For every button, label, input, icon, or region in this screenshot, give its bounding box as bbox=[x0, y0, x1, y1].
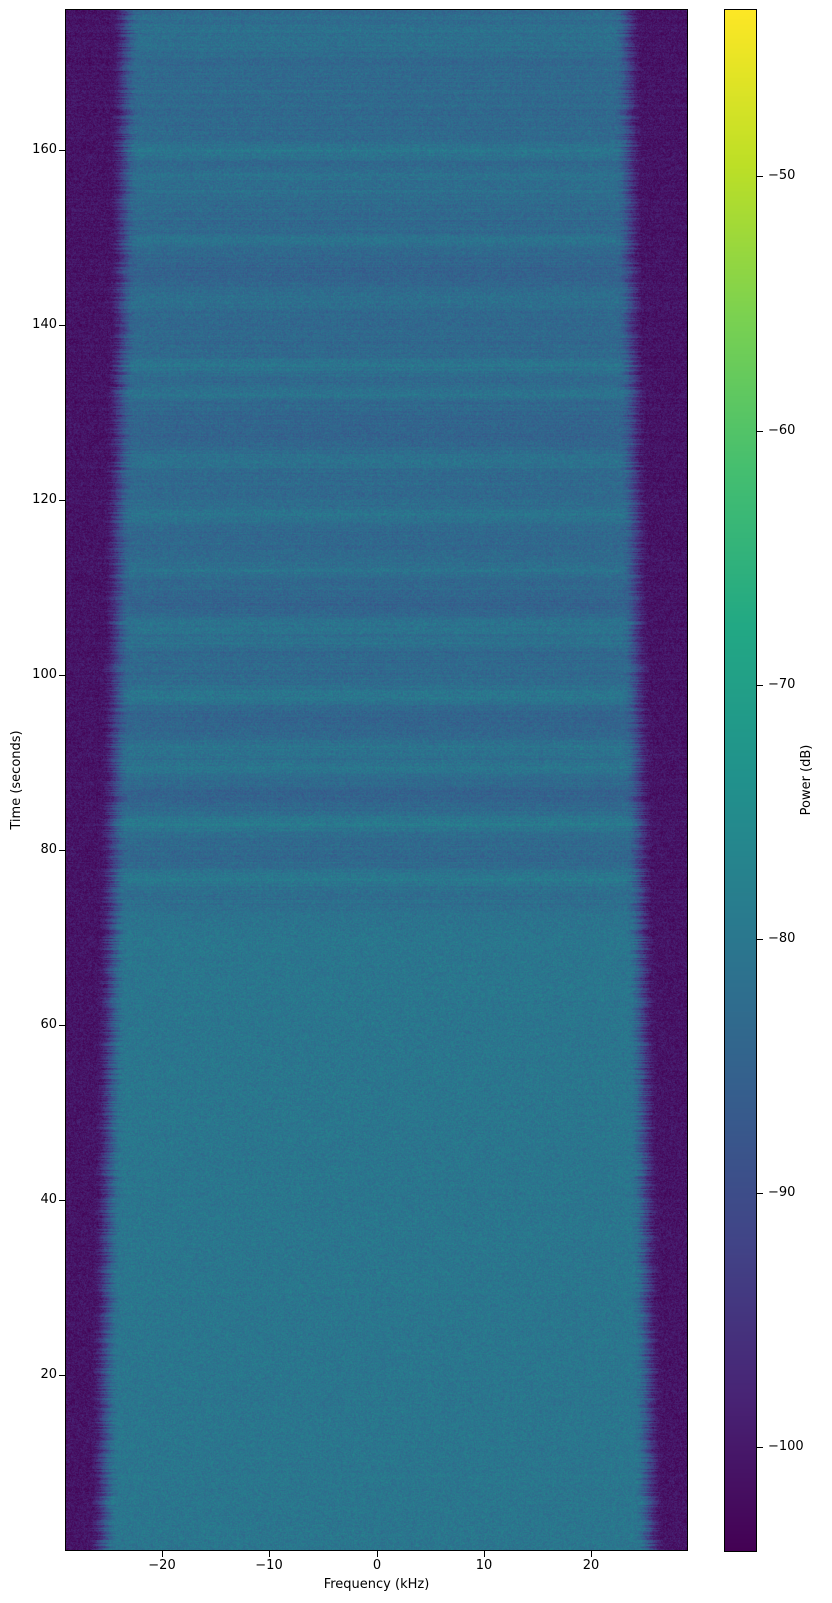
spectrogram-heatmap-image bbox=[65, 9, 688, 1551]
y-tick-label: 120 bbox=[32, 492, 57, 507]
y-tick-mark bbox=[59, 675, 65, 676]
colorbar-tick-label: −100 bbox=[768, 1439, 804, 1454]
colorbar-gradient bbox=[724, 9, 757, 1552]
colorbar-tick-label: −70 bbox=[768, 677, 796, 692]
colorbar-tick-mark bbox=[757, 431, 763, 432]
colorbar-tick-label: −60 bbox=[768, 423, 796, 438]
x-tick-mark bbox=[377, 1551, 378, 1557]
y-axis-label: Time (seconds) bbox=[9, 730, 24, 830]
y-tick-mark bbox=[59, 1375, 65, 1376]
x-tick-mark bbox=[591, 1551, 592, 1557]
y-tick-mark bbox=[59, 1025, 65, 1026]
colorbar-tick-mark bbox=[757, 176, 763, 177]
x-tick-label: −20 bbox=[148, 1558, 176, 1573]
y-tick-mark bbox=[59, 500, 65, 501]
y-tick-label: 60 bbox=[40, 1017, 57, 1032]
y-tick-mark bbox=[59, 850, 65, 851]
x-tick-mark bbox=[162, 1551, 163, 1557]
colorbar-tick-mark bbox=[757, 939, 763, 940]
x-tick-label: −10 bbox=[255, 1558, 283, 1573]
y-tick-label: 160 bbox=[32, 142, 57, 157]
y-tick-label: 20 bbox=[40, 1367, 57, 1382]
x-tick-label: 10 bbox=[475, 1558, 493, 1573]
y-tick-label: 140 bbox=[32, 317, 57, 332]
y-tick-label: 80 bbox=[40, 842, 57, 857]
x-tick-label: 0 bbox=[372, 1558, 382, 1573]
colorbar-tick-mark bbox=[757, 685, 763, 686]
colorbar-tick-mark bbox=[757, 1447, 763, 1448]
colorbar-axis-label: Power (dB) bbox=[799, 744, 814, 816]
x-tick-mark bbox=[269, 1551, 270, 1557]
x-tick-label: 20 bbox=[582, 1558, 600, 1573]
colorbar-tick-mark bbox=[757, 1193, 763, 1194]
y-tick-mark bbox=[59, 1200, 65, 1201]
y-tick-mark bbox=[59, 325, 65, 326]
colorbar-tick-label: −50 bbox=[768, 168, 796, 183]
x-tick-mark bbox=[484, 1551, 485, 1557]
colorbar-tick-label: −80 bbox=[768, 931, 796, 946]
y-tick-label: 40 bbox=[40, 1192, 57, 1207]
y-tick-label: 100 bbox=[32, 667, 57, 682]
y-tick-mark bbox=[59, 150, 65, 151]
colorbar-tick-label: −90 bbox=[768, 1185, 796, 1200]
x-axis-label: Frequency (kHz) bbox=[323, 1577, 430, 1592]
